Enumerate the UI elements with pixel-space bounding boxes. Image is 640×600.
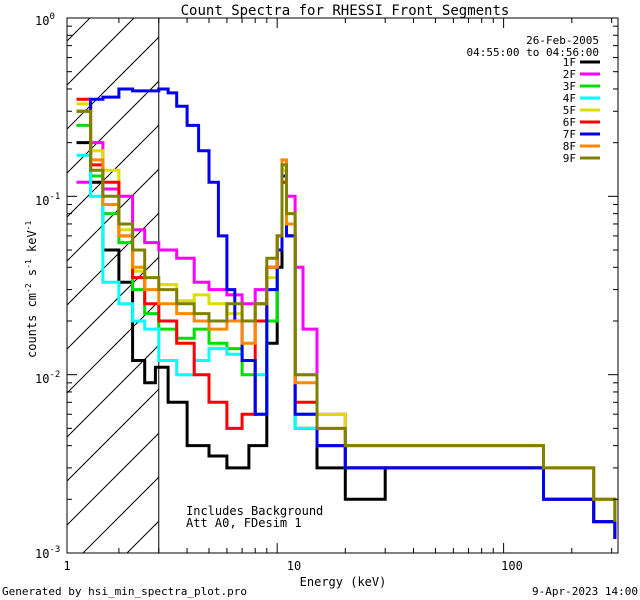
note-attenuator: Att A0, FDesim 1 <box>186 516 302 530</box>
legend-label-2f: 2F <box>563 68 576 81</box>
legend-label-7f: 7F <box>563 128 576 141</box>
legend-label-9f: 9F <box>563 152 576 165</box>
y-tick-label-0-001: 10-3 <box>35 545 60 561</box>
x-tick-labels: 1 10 100 <box>63 559 522 573</box>
series-line-9f <box>76 109 617 522</box>
legend-label-8f: 8F <box>563 140 576 153</box>
y-axis-label: counts cm-2 s-1 keV-1 <box>24 221 39 358</box>
series-line-1f <box>76 141 617 539</box>
legend-label-6f: 6F <box>563 116 576 129</box>
y-tick-labels: 100 10-1 10-2 10-3 <box>35 12 60 561</box>
y-tick-label-1: 100 <box>35 12 55 28</box>
y-tick-label-0-01: 10-2 <box>35 370 60 386</box>
axis-ticks <box>67 17 618 554</box>
x-axis-label: Energy (keV) <box>300 575 387 589</box>
note-background: Includes Background <box>186 504 323 518</box>
chart-title: Count Spectra for RHESSI Front Segments <box>181 3 510 19</box>
time-range-label: 04:55:00 to 04:56:00 <box>467 46 599 59</box>
legend-label-3f: 3F <box>563 80 576 93</box>
generated-by-footer: Generated by hsi_min_spectra_plot.pro <box>2 585 247 598</box>
legend-label-5f: 5F <box>563 104 576 117</box>
date-label: 26-Feb-2005 <box>526 34 599 47</box>
x-tick-label-1: 1 <box>63 559 70 573</box>
x-tick-label-10: 10 <box>287 559 301 573</box>
y-tick-label-0-1: 10-1 <box>35 192 60 208</box>
plot-frame <box>66 17 619 554</box>
legend-label-1f: 1F <box>563 56 576 69</box>
x-tick-label-100: 100 <box>501 559 523 573</box>
timestamp-footer: 9-Apr-2023 14:00 <box>532 585 638 598</box>
legend-label-4f: 4F <box>563 92 576 105</box>
